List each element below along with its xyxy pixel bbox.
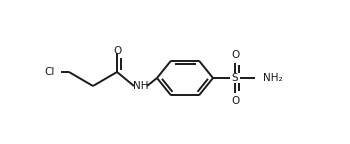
Text: O: O [231, 96, 239, 106]
Text: S: S [232, 73, 238, 83]
Text: Cl: Cl [45, 67, 55, 77]
Text: O: O [231, 50, 239, 60]
Text: O: O [113, 46, 121, 56]
Text: NH₂: NH₂ [263, 73, 283, 83]
Text: NH: NH [133, 81, 149, 91]
